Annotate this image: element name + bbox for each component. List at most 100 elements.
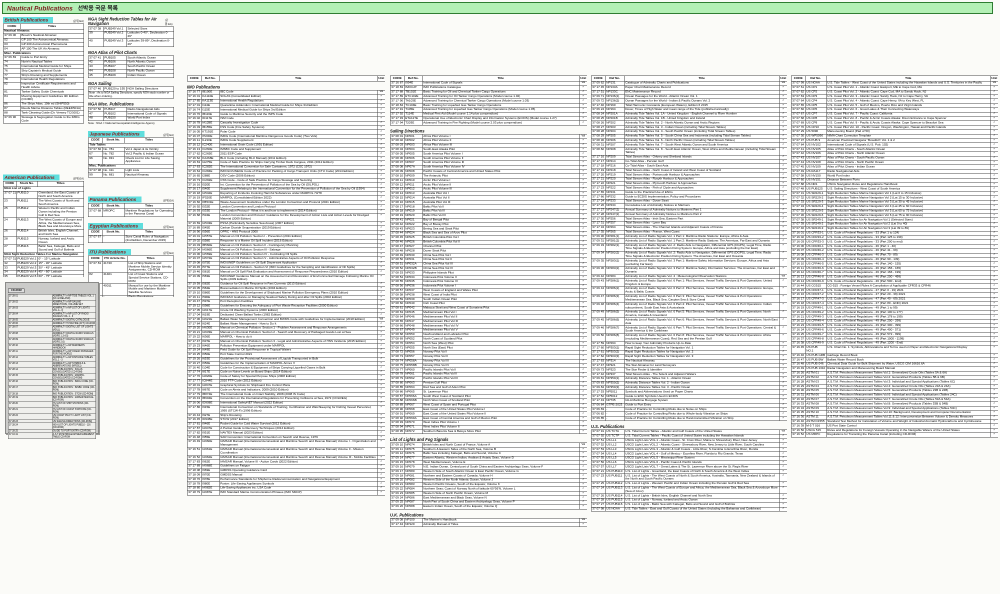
item-title: U.S. List of Lights - The West Coasts of…: [624, 473, 780, 482]
section-u-s-publications: U.S. Publications: [591, 424, 787, 429]
catalog-row: 37 17 84 I624E Ballast Water Management - …: [187, 321, 385, 327]
catalog-row: 37 08 31 NP207 Admiralty Tide Tables Vol. …: [591, 142, 787, 148]
catalog-row: 37 16 89 I545E Carbon Dioxide Sequestratio…: [187, 225, 385, 231]
item-code: 37 19 09: [187, 274, 202, 283]
column-nga-foreign: NGA Sight Reduction Tables for Air Navig…: [88, 17, 174, 297]
item-unit: 〃: [990, 345, 998, 354]
item-code: 45: [88, 73, 104, 79]
item-title: NGA LIST OF LIGHTS PUB110 - 116 (CD-ROM): [51, 422, 96, 430]
page-title-korean: 선박용 국문 목록: [77, 5, 118, 12]
catalog-row: 37 07 70 US CP10 U.S. Coast Pilot Vol. 10 …: [791, 125, 998, 130]
catalog-row: 37 07 29 US 5090 Maneuvering Board (Pad of…: [791, 129, 998, 135]
item-title: Eastern Indian Ocean, South of the Equat…: [422, 504, 580, 510]
item-unit: 〃: [990, 186, 998, 192]
catalog-row: 37 16 48 I955E SAR Convention: Internation…: [187, 435, 385, 440]
catalog-row: 37 08 47 NP027 Channel Pilot 〃: [390, 244, 587, 250]
item-title: Suez Canal Rules of Navigation (2nd Edit…: [124, 234, 174, 244]
catalog-row: 37 16 17 I540E Supplement Relating to the …: [187, 186, 385, 192]
item-title: Admiralty List of Radio Signals Vol. 6 P…: [624, 278, 780, 287]
item-unit: 〃: [377, 200, 385, 206]
catalog-row: 25 PUB112 Western Pacific and Indian Ocean…: [3, 206, 84, 219]
item-unit: 〃: [377, 156, 385, 161]
section-title: List of Lights and Fog Signals: [390, 437, 449, 443]
item-unit: 〃: [779, 172, 787, 178]
item-unit: 〃: [779, 266, 787, 275]
item-unit: 〃: [579, 173, 587, 179]
item-title: Vol.1 Japan & its Vicinity: [124, 147, 174, 153]
item-ref: 41740: [102, 261, 128, 273]
catalog-row: 40 PUB249 Vol.3 Latitudes 39-89°, Declinat…: [88, 38, 174, 48]
catalog-row: 37 07 48 US PUB125 U.S. Sailing Directions…: [791, 186, 998, 192]
item-unit: 〃: [377, 439, 385, 448]
item-unit: 〃: [579, 522, 587, 528]
item-title: Latitudes 39-89°, Declination 0-29°: [126, 38, 174, 48]
catalog-row: 37 17 23 NP222 Tidal Stream Atlas - Firth …: [591, 185, 787, 191]
section-panama-publications: Panama Publications (단위:EA): [88, 196, 174, 203]
catalog-row: 88 Tank Cleaning Guide (Dr. Verwey TCG001…: [3, 110, 84, 116]
section-title: NGA Misc. Publications: [88, 102, 134, 107]
catalog-row: 37 19 25 I650E Port State Control 2021 〃: [187, 352, 385, 358]
item-title: IMO PUBLICATION : STCW (CD-ROM): [51, 391, 96, 396]
catalog-row: 37 17 81 I946E Pocket Guide for Cold Water…: [187, 421, 385, 427]
section-japanese-publications: Japanese Publications (단위:EA): [88, 130, 174, 137]
item-ref: No. 411: [102, 168, 125, 174]
item-code: 37 16 68: [187, 213, 202, 222]
column-british-american: British Publications (단위:EA) CODE Titles Nau…: [3, 17, 84, 277]
item-unit: 〃: [779, 220, 787, 226]
item-unit: 〃: [990, 151, 998, 157]
item-unit: 〃: [377, 173, 385, 179]
catalog-row: 37 16 62 KA268E BLU Code (including BLU Ma…: [187, 156, 385, 161]
item-unit: 〃: [779, 154, 787, 160]
item-unit: 〃: [377, 243, 385, 249]
item-unit: 〃: [990, 182, 998, 188]
item-title: ADMIRALTY DIGITAL CATALOGUE: [51, 317, 96, 322]
catalog-row: 84-Radio Regulations: [88, 294, 174, 297]
catalog-row: 37 09 30 NP281(1) Admiralty List of Radio …: [591, 234, 787, 240]
item-ref: 40011: [102, 283, 128, 296]
item-unit: 〃: [779, 125, 787, 130]
item-title: Western Pacific and Indian Ocean includi…: [37, 206, 84, 219]
catalog-row: 37 07 33 US SR229-3 Sight Reduction Tables…: [791, 199, 998, 205]
item-unit: 〃: [779, 278, 787, 287]
item-unit: 〃: [779, 198, 787, 204]
catalog-row: 37 17 28 NP247(2) Annual Summary of Admira…: [591, 212, 787, 218]
catalog-row: 37 09 84 NP350(3) Admiralty Distance Table…: [591, 385, 787, 391]
item-title: Admiralty List of Radio Signals Vol. 6 P…: [624, 302, 780, 311]
catalog-row: 37 07 50 PUB117 Radio Navigational Aids: [88, 107, 174, 113]
item-title: IMO/UNEP Guidance Manual on the Assessme…: [219, 274, 378, 283]
item-title: International Health Regulations: [20, 77, 84, 83]
catalog-table: 37 07 41 PUB105 South Atlantic Ocean 42 PUB1…: [88, 55, 174, 79]
item-code: 28: [3, 236, 17, 245]
item-code: 37 09 49: [591, 309, 606, 319]
catalog-row: 37 16 45 US PUB NO.1 U.S. Chart No. 1: Sym…: [791, 345, 998, 354]
catalog-row: 37 09 33 NP282(1) Admiralty List of Radio …: [591, 243, 787, 252]
item-unit: 〃: [579, 186, 587, 192]
item-unit: 〃: [579, 191, 587, 197]
catalog-row: 37 07 24 US PUB113 U.S. List of Lights - T…: [591, 485, 787, 495]
item-title: IMO Standard Marine Communication Phrase…: [219, 490, 378, 496]
column-header: Titles: [124, 137, 174, 144]
catalog-row: 37 07 49 US RA117 Radio Navigational Aids 〃: [791, 169, 998, 174]
catalog-row: 37 16 19 US CFR49-1 U.S. Code of Federal R…: [791, 305, 998, 311]
item-title: Admiralty List of Radio Signals Vol. 3 P…: [624, 266, 780, 275]
item-unit: 〃: [579, 169, 587, 175]
catalog-row: 37 09 46 NP286(7) Admiralty List of Radio …: [591, 325, 787, 334]
catalog-row: 37 09 31 NP281(2) Admiralty List of Radio …: [591, 238, 787, 244]
cdrom-row: 37 16 41 A.S.T.M PETROLEUM MEASUREMENT TA…: [8, 432, 96, 439]
item-title: Admiralty List of Radio Signals Vol. 6 P…: [624, 294, 780, 303]
item-title: Admiralty List of Radio Signals Vol. 6 P…: [624, 333, 780, 342]
item-unit: 〃: [579, 156, 587, 161]
catalog-row: 37 08 91 NP069 East Coast of the United St…: [390, 411, 587, 417]
catalog-row: 37 19 23 I646E Pollution Prevention Equipm…: [187, 343, 385, 349]
catalog-row: 37 16 24 US CFR49-6 U.S. Code of Federal R…: [791, 327, 998, 333]
catalog-row: 37 07 23 US PUB111 U.S. List of Lights - T…: [591, 473, 787, 482]
catalog-row: 37 08 44 NP024 Black Sea and Sea of Azov P…: [390, 230, 587, 236]
cdrom-row: 37 28 11 ADMIRALTY e-NP OCEAN PASSAGES FO…: [8, 349, 96, 356]
item-code: 37 17 44: [390, 522, 405, 528]
catalog-row: 42 PUB106 North Atlantic Ocean: [88, 59, 174, 65]
item-title: Norway, Iceland and Arctic Ocean: [37, 236, 84, 245]
catalog-row: 37 08 12 NP011 Arctic Pilot Volume II 〃: [390, 182, 587, 188]
catalog-row: 37 08 57 NP037 West Coasts of England and …: [390, 288, 587, 294]
item-title: Tanker Safety Guide Chemicals: [20, 89, 84, 95]
item-unit: Vol: [779, 274, 787, 280]
